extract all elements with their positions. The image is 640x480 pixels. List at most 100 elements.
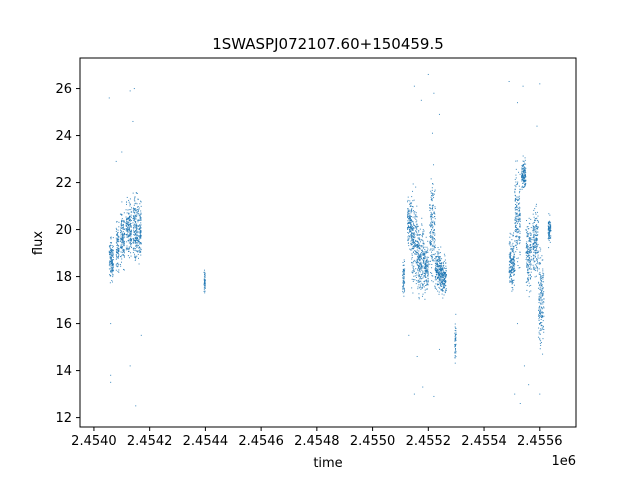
data-point — [117, 257, 119, 259]
data-point — [443, 279, 445, 281]
data-point — [513, 284, 515, 286]
data-point — [541, 314, 543, 316]
data-point — [126, 219, 128, 221]
data-point — [548, 234, 550, 236]
data-point — [539, 273, 541, 275]
data-point — [109, 274, 111, 276]
data-point — [442, 267, 444, 269]
data-point — [535, 246, 537, 248]
data-point — [540, 324, 542, 326]
data-point — [529, 223, 531, 225]
data-point — [429, 241, 431, 243]
data-point — [431, 200, 433, 202]
data-point — [542, 294, 544, 296]
data-point — [439, 275, 441, 277]
data-point — [139, 249, 141, 251]
data-point — [422, 253, 424, 255]
data-point — [407, 225, 409, 227]
data-point — [115, 269, 117, 271]
data-point — [121, 237, 123, 239]
data-point — [112, 245, 114, 247]
data-point — [112, 270, 114, 272]
data-point — [455, 344, 457, 346]
data-point — [417, 245, 419, 247]
data-point — [527, 245, 529, 247]
data-point — [528, 282, 530, 284]
data-point — [432, 244, 434, 246]
data-point — [537, 256, 539, 258]
data-point — [134, 245, 136, 247]
data-point — [407, 217, 409, 219]
data-point — [515, 198, 517, 200]
data-point — [411, 254, 413, 256]
data-point — [438, 286, 440, 288]
data-point — [136, 228, 138, 230]
data-point — [536, 238, 538, 240]
data-point — [443, 285, 445, 287]
data-point — [427, 270, 429, 272]
data-point — [539, 348, 541, 350]
data-point — [422, 284, 424, 286]
data-point — [527, 278, 529, 280]
data-point — [539, 271, 541, 273]
data-point — [403, 291, 405, 293]
data-point — [532, 259, 534, 261]
data-point — [410, 232, 412, 234]
data-point — [403, 269, 405, 271]
data-point — [441, 269, 443, 271]
data-point — [121, 219, 123, 221]
data-point — [140, 251, 142, 253]
data-point — [537, 268, 539, 270]
data-point — [542, 338, 544, 340]
data-point — [527, 255, 529, 257]
data-point — [138, 246, 140, 248]
data-point — [140, 200, 142, 202]
data-point — [440, 280, 442, 282]
data-point — [422, 234, 424, 236]
data-point — [138, 235, 140, 237]
data-point — [537, 215, 539, 217]
data-point — [122, 244, 124, 246]
data-point — [434, 221, 436, 223]
data-point — [416, 255, 418, 257]
data-point — [519, 223, 521, 225]
data-point — [135, 211, 137, 213]
data-point — [402, 264, 404, 266]
data-point — [454, 356, 456, 358]
data-point — [432, 236, 434, 238]
data-point — [420, 288, 422, 290]
data-point — [513, 269, 515, 271]
data-point — [550, 229, 552, 231]
data-point — [530, 244, 532, 246]
data-point — [110, 269, 112, 271]
data-point — [112, 252, 114, 254]
data-point — [420, 267, 422, 269]
data-point — [432, 204, 434, 206]
data-point — [512, 234, 514, 236]
data-point — [433, 229, 435, 231]
data-point — [415, 250, 417, 252]
data-point — [541, 277, 543, 279]
data-point — [431, 254, 433, 256]
data-point — [528, 267, 530, 269]
data-point — [425, 257, 427, 259]
data-point — [414, 244, 416, 246]
data-point — [443, 274, 445, 276]
data-point — [413, 269, 415, 271]
data-point — [521, 186, 523, 188]
data-point — [516, 235, 518, 237]
data-point — [203, 278, 205, 280]
data-point — [516, 207, 518, 209]
data-point — [108, 97, 110, 99]
data-point — [548, 247, 550, 249]
data-point — [535, 237, 537, 239]
data-point — [425, 264, 427, 266]
data-point — [422, 232, 424, 234]
data-point — [542, 312, 544, 314]
data-point — [117, 270, 119, 272]
data-point — [138, 250, 140, 252]
data-point — [455, 313, 457, 315]
data-point — [135, 227, 137, 229]
data-point — [427, 73, 429, 75]
data-point — [126, 235, 128, 237]
